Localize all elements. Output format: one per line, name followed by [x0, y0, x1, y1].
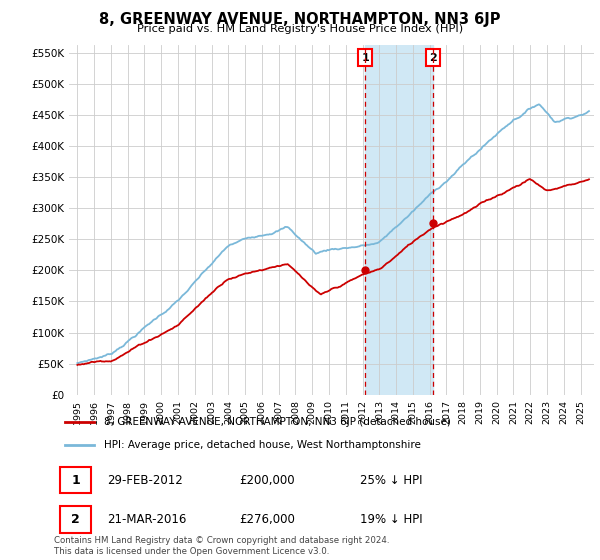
- Text: 25% ↓ HPI: 25% ↓ HPI: [360, 474, 423, 487]
- Text: 2: 2: [71, 513, 80, 526]
- FancyBboxPatch shape: [61, 467, 91, 493]
- Text: 19% ↓ HPI: 19% ↓ HPI: [360, 513, 423, 526]
- Text: 1: 1: [361, 53, 369, 63]
- Text: 29-FEB-2012: 29-FEB-2012: [107, 474, 182, 487]
- Text: 21-MAR-2016: 21-MAR-2016: [107, 513, 186, 526]
- Text: 8, GREENWAY AVENUE, NORTHAMPTON, NN3 6JP: 8, GREENWAY AVENUE, NORTHAMPTON, NN3 6JP: [99, 12, 501, 27]
- Bar: [365, 45, 433, 395]
- Text: 1: 1: [71, 474, 80, 487]
- Text: HPI: Average price, detached house, West Northamptonshire: HPI: Average price, detached house, West…: [104, 440, 421, 450]
- Text: 2: 2: [430, 53, 437, 63]
- FancyBboxPatch shape: [61, 506, 91, 533]
- Text: £276,000: £276,000: [239, 513, 295, 526]
- Text: Price paid vs. HM Land Registry's House Price Index (HPI): Price paid vs. HM Land Registry's House …: [137, 24, 463, 34]
- Text: 8, GREENWAY AVENUE, NORTHAMPTON, NN3 6JP (detached house): 8, GREENWAY AVENUE, NORTHAMPTON, NN3 6JP…: [104, 417, 451, 427]
- Text: £200,000: £200,000: [239, 474, 295, 487]
- Text: Contains HM Land Registry data © Crown copyright and database right 2024.
This d: Contains HM Land Registry data © Crown c…: [54, 536, 389, 556]
